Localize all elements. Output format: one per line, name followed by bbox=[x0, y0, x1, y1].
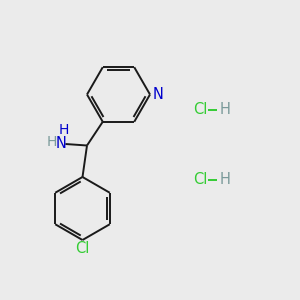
Text: Cl: Cl bbox=[75, 241, 90, 256]
Text: Cl: Cl bbox=[194, 172, 208, 188]
Text: H: H bbox=[220, 172, 231, 188]
Text: N: N bbox=[152, 87, 163, 102]
Text: H: H bbox=[47, 135, 57, 148]
Text: H: H bbox=[220, 102, 231, 117]
Text: H: H bbox=[59, 123, 69, 136]
Text: Cl: Cl bbox=[194, 102, 208, 117]
Text: N: N bbox=[56, 136, 67, 152]
